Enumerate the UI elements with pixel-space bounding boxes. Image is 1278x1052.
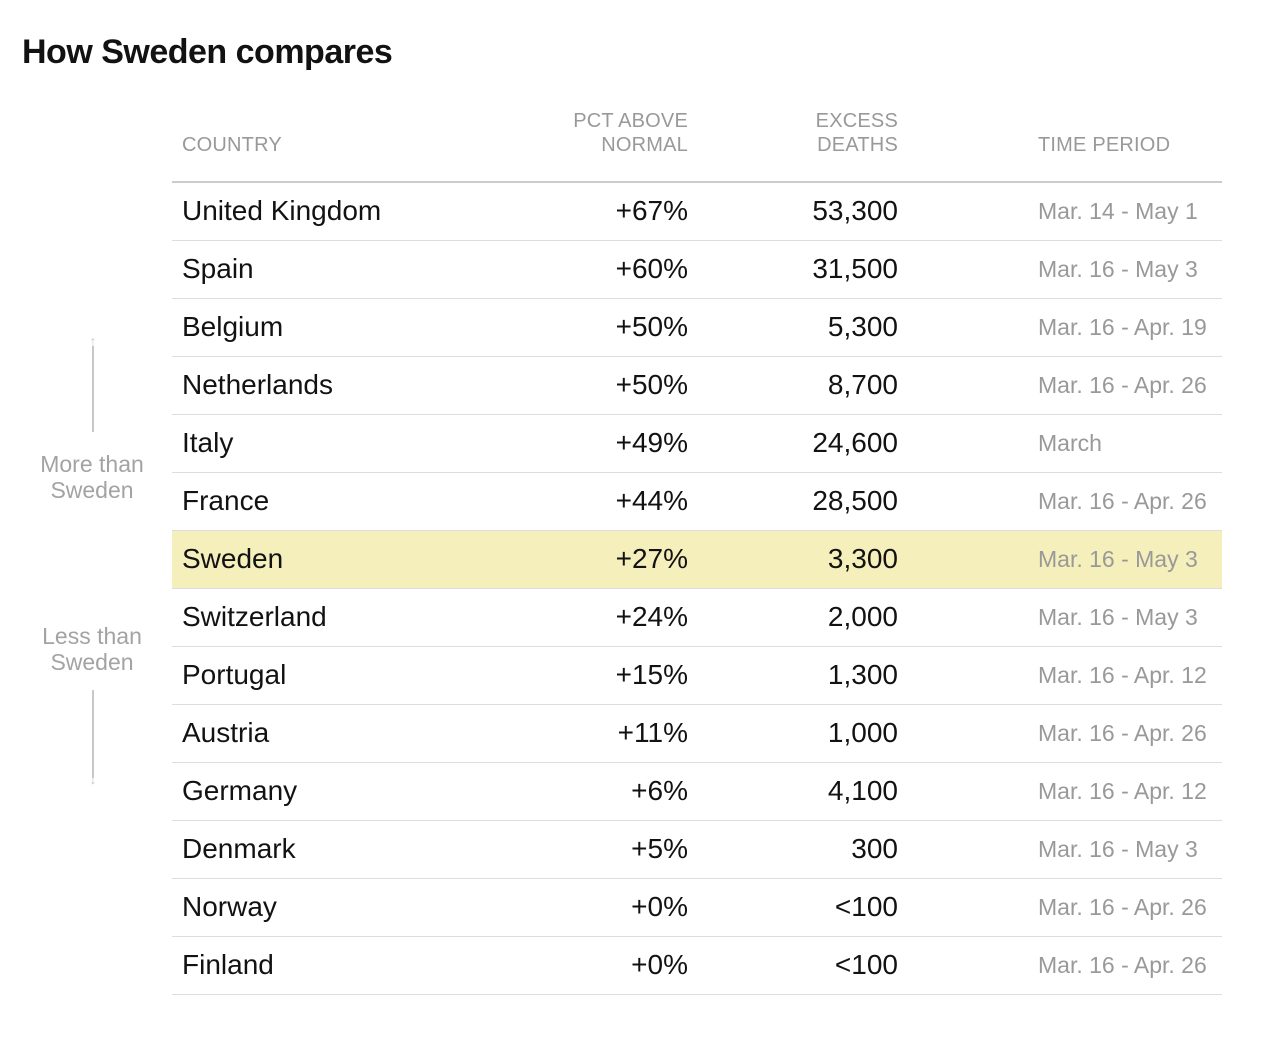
country-cell: Portugal <box>182 659 287 690</box>
time-period-cell: Mar. 16 - Apr. 12 <box>1038 662 1207 688</box>
excess-deaths-cell: 2,000 <box>827 601 898 632</box>
country-cell: France <box>182 485 270 516</box>
pct-above-normal-cell: +0% <box>631 949 688 980</box>
pct-above-normal-cell: +0% <box>631 891 688 922</box>
arrow-down-line <box>92 690 94 778</box>
table-header: COUNTRY PCT ABOVE NORMAL EXCESS DEATHS TIM… <box>172 100 1222 183</box>
table-row: Italy +49% 24,600 March <box>172 415 1222 473</box>
excess-deaths-cell: <100 <box>834 891 898 922</box>
time-period-cell: Mar. 16 - Apr. 19 <box>1038 314 1207 340</box>
excess-deaths-cell: 31,500 <box>812 253 898 284</box>
table-row: Austria +11% 1,000 Mar. 16 - Apr. 26 <box>172 705 1222 763</box>
header-time-period: TIME PERIOD <box>1038 134 1171 156</box>
table-row: United Kingdom +67% 53,300 Mar. 14 - May 1 <box>172 183 1222 241</box>
time-period-cell: Mar. 16 - Apr. 12 <box>1038 778 1207 804</box>
country-cell: Belgium <box>182 311 284 342</box>
table-body: United Kingdom +67% 53,300 Mar. 14 - May 1 S… <box>172 183 1222 995</box>
excess-deaths-cell: 8,700 <box>827 369 898 400</box>
more-than-sweden-label: More than Sweden <box>40 451 144 503</box>
pct-above-normal-cell: +50% <box>615 311 688 342</box>
excess-deaths-cell: 4,100 <box>827 775 898 806</box>
time-period-cell: Mar. 14 - May 1 <box>1038 198 1198 224</box>
arrow-up-icon: ↑ <box>89 333 97 349</box>
excess-deaths-cell: 3,300 <box>827 543 898 574</box>
table-row: Denmark +5% 300 Mar. 16 - May 3 <box>172 821 1222 879</box>
country-cell: Spain <box>182 253 254 284</box>
table-row: Portugal +15% 1,300 Mar. 16 - Apr. 12 <box>172 647 1222 705</box>
pct-above-normal-cell: +15% <box>615 659 688 690</box>
excess-deaths-cell: 1,000 <box>827 717 898 748</box>
table-row: Sweden +27% 3,300 Mar. 16 - May 3 <box>172 531 1222 589</box>
time-period-cell: Mar. 16 - Apr. 26 <box>1038 952 1207 978</box>
pct-above-normal-cell: +5% <box>631 833 688 864</box>
excess-deaths-cell: 24,600 <box>812 427 898 458</box>
excess-deaths-cell: 300 <box>851 833 898 864</box>
time-period-cell: Mar. 16 - Apr. 26 <box>1038 372 1207 398</box>
country-cell: Germany <box>182 775 298 806</box>
time-period-cell: Mar. 16 - May 3 <box>1038 604 1198 630</box>
country-cell: Denmark <box>182 833 296 864</box>
time-period-cell: Mar. 16 - May 3 <box>1038 836 1198 862</box>
header-country: COUNTRY <box>182 134 282 156</box>
country-cell: Sweden <box>182 543 284 574</box>
country-cell: Austria <box>182 717 270 748</box>
country-cell: Italy <box>182 427 234 458</box>
header-excess-deaths: EXCESS DEATHS <box>815 110 898 156</box>
pct-above-normal-cell: +44% <box>615 485 688 516</box>
excess-deaths-cell: 28,500 <box>812 485 898 516</box>
pct-above-normal-cell: +24% <box>615 601 688 632</box>
pct-above-normal-cell: +67% <box>615 195 688 226</box>
time-period-cell: Mar. 16 - May 3 <box>1038 256 1198 282</box>
pct-above-normal-cell: +50% <box>615 369 688 400</box>
table-row: France +44% 28,500 Mar. 16 - Apr. 26 <box>172 473 1222 531</box>
country-cell: Switzerland <box>182 601 327 632</box>
pct-above-normal-cell: +60% <box>615 253 688 284</box>
header-pct-above-normal: PCT ABOVE NORMAL <box>573 110 688 156</box>
arrow-down-icon: ↓ <box>89 771 97 787</box>
pct-above-normal-cell: +27% <box>615 543 688 574</box>
excess-deaths-cell: <100 <box>834 949 898 980</box>
comparison-table: COUNTRY PCT ABOVE NORMAL EXCESS DEATHS TIM… <box>172 100 1222 995</box>
table-row: Belgium +50% 5,300 Mar. 16 - Apr. 19 <box>172 299 1222 357</box>
excess-deaths-cell: 53,300 <box>812 195 898 226</box>
arrow-up-line <box>92 346 94 432</box>
time-period-cell: Mar. 16 - Apr. 26 <box>1038 894 1207 920</box>
page-title: How Sweden compares <box>22 33 393 71</box>
country-cell: Netherlands <box>182 369 333 400</box>
table-row: Switzerland +24% 2,000 Mar. 16 - May 3 <box>172 589 1222 647</box>
table-row: Netherlands +50% 8,700 Mar. 16 - Apr. 26 <box>172 357 1222 415</box>
excess-deaths-cell: 5,300 <box>827 311 898 342</box>
pct-above-normal-cell: +49% <box>615 427 688 458</box>
pct-above-normal-cell: +11% <box>617 717 688 748</box>
table-row: Norway +0% <100 Mar. 16 - Apr. 26 <box>172 879 1222 937</box>
table-row: Germany +6% 4,100 Mar. 16 - Apr. 12 <box>172 763 1222 821</box>
pct-above-normal-cell: +6% <box>631 775 688 806</box>
table-row: Spain +60% 31,500 Mar. 16 - May 3 <box>172 241 1222 299</box>
table-row: Finland +0% <100 Mar. 16 - Apr. 26 <box>172 937 1222 995</box>
time-period-cell: Mar. 16 - Apr. 26 <box>1038 720 1207 746</box>
country-cell: United Kingdom <box>182 195 382 226</box>
country-cell: Finland <box>182 949 274 980</box>
excess-deaths-cell: 1,300 <box>827 659 898 690</box>
time-period-cell: Mar. 16 - May 3 <box>1038 546 1198 572</box>
less-than-sweden-label: Less than Sweden <box>42 623 142 675</box>
time-period-cell: March <box>1038 430 1102 456</box>
country-cell: Norway <box>182 891 277 922</box>
time-period-cell: Mar. 16 - Apr. 26 <box>1038 488 1207 514</box>
